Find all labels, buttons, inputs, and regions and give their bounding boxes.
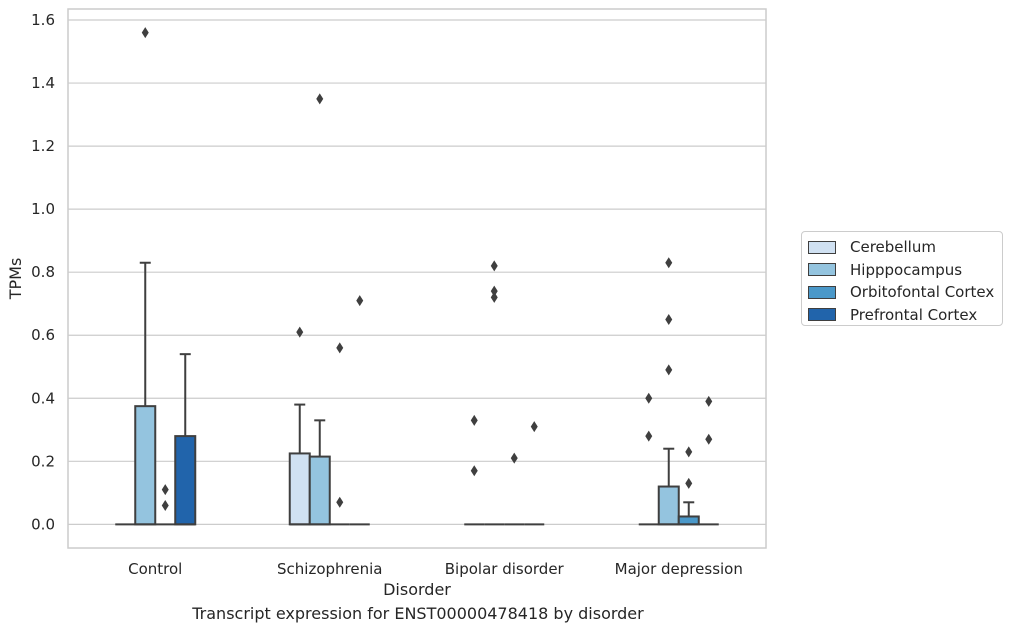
outlier-point: [141, 27, 149, 39]
box-orbitofontal-cortex: [504, 452, 525, 526]
outlier-point: [685, 477, 693, 489]
box-hipppocampus: [657, 257, 680, 526]
legend-label: Hipppocampus: [850, 260, 963, 279]
outlier-point: [161, 499, 169, 511]
y-tick-label: 1.4: [31, 74, 55, 92]
x-axis-ticks: Control Schizophrenia Bipolar disorder Majo…: [128, 560, 743, 578]
outlier-point: [336, 496, 344, 508]
outlier-point: [490, 291, 498, 303]
outlier-point: [470, 465, 478, 477]
box-orbitofontal-cortex: [155, 484, 176, 526]
gridlines: [68, 19, 766, 525]
box: [677, 515, 700, 526]
box-cerebellum: [464, 414, 485, 526]
x-tick-label: Major depression: [615, 560, 743, 578]
legend-label: Prefrontal Cortex: [850, 305, 978, 324]
box: [288, 452, 311, 526]
box-hipppocampus: [308, 93, 331, 526]
box-orbitofontal-cortex: [677, 446, 700, 526]
y-tick-label: 0.6: [31, 326, 55, 344]
outlier-point: [665, 364, 673, 376]
legend-item-prefrontal-cortex: Prefrontal Cortex: [802, 304, 1002, 327]
y-tick-label: 1.6: [31, 11, 55, 29]
box-hipppocampus: [484, 260, 505, 526]
legend-swatch: [808, 240, 836, 254]
box: [134, 405, 157, 526]
legend-item-orbitofrontal-cortex: Orbitofontal Cortex: [802, 281, 1002, 304]
box-hipppocampus: [134, 27, 157, 526]
legend-label: Cerebellum: [850, 238, 936, 257]
legend-swatch: [808, 308, 836, 322]
outlier-point: [510, 452, 518, 464]
box-prefrontal-cortex: [174, 353, 197, 526]
y-tick-label: 1.0: [31, 200, 55, 218]
x-tick-label: Schizophrenia: [277, 560, 382, 578]
outlier-point: [296, 326, 304, 338]
outlier-point: [336, 342, 344, 354]
box-prefrontal-cortex: [698, 395, 719, 526]
outlier-point: [705, 433, 713, 445]
y-tick-label: 0.2: [31, 452, 55, 470]
y-tick-label: 0.8: [31, 263, 55, 281]
box-plot-marks: [115, 27, 719, 526]
y-axis-title: TPMs: [6, 258, 25, 301]
legend-item-hippocampus: Hipppocampus: [802, 259, 1002, 282]
outlier-point: [645, 392, 653, 404]
legend-label: Orbitofontal Cortex: [850, 283, 995, 302]
y-tick-label: 0.4: [31, 389, 55, 407]
y-tick-label: 0.0: [31, 515, 55, 533]
box: [657, 485, 680, 526]
outlier-point: [490, 260, 498, 272]
legend-swatch: [808, 285, 836, 299]
legend-swatch: [808, 263, 836, 277]
y-axis-ticks: 0.0 0.2 0.4 0.6 0.8 1.0 1.2 1.4 1.6: [31, 11, 55, 533]
outlier-point: [161, 484, 169, 496]
x-tick-label: Bipolar disorder: [445, 560, 565, 578]
outlier-point: [316, 93, 324, 105]
figure-caption: Transcript expression for ENST0000047841…: [192, 604, 644, 623]
box-cerebellum: [638, 392, 659, 526]
y-tick-label: 1.2: [31, 137, 55, 155]
outlier-point: [530, 421, 538, 433]
box-prefrontal-cortex: [524, 421, 545, 526]
box-orbitofontal-cortex: [329, 342, 350, 526]
legend-item-cerebellum: Cerebellum: [802, 236, 1002, 259]
box-cerebellum: [288, 326, 311, 526]
outlier-point: [665, 257, 673, 269]
x-tick-label: Control: [128, 560, 182, 578]
outlier-point: [470, 414, 478, 426]
outlier-point: [645, 430, 653, 442]
box: [174, 435, 197, 526]
box: [308, 455, 331, 526]
plot-frame: [67, 8, 767, 549]
outlier-point: [665, 313, 673, 325]
box-prefrontal-cortex: [349, 295, 370, 526]
outlier-point: [685, 446, 693, 458]
legend: Cerebellum Hipppocampus Orbitofontal Cor…: [801, 231, 1003, 326]
outlier-point: [705, 395, 713, 407]
outlier-point: [490, 285, 498, 297]
outlier-point: [356, 295, 364, 307]
x-axis-title: Disorder: [383, 580, 451, 599]
